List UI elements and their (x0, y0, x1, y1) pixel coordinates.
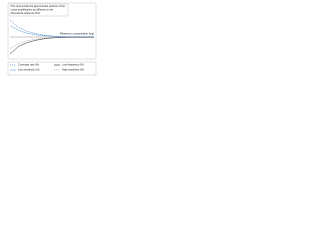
series-line (9, 37, 94, 55)
legend-box (7, 61, 97, 76)
series-line (9, 25, 94, 38)
legend-label: High sensitivity (%) (62, 68, 84, 72)
x-axis-label: Reference concentration (log) (60, 32, 94, 36)
annotation: theoretical reference limit (11, 11, 40, 15)
annotation: The area inside the approximate position… (11, 4, 66, 8)
legend-label: Coverage rate (%) (18, 63, 39, 67)
series-line (9, 36, 94, 49)
legend-label: Low sensitivity (%) (18, 68, 40, 72)
annotation: noise amplification as different to the (11, 8, 54, 12)
plot-frame (7, 2, 97, 60)
chart: The area inside the approximate position… (7, 2, 97, 76)
annotation-box (9, 3, 69, 17)
legend-label: Low frequency (%) (62, 63, 84, 67)
